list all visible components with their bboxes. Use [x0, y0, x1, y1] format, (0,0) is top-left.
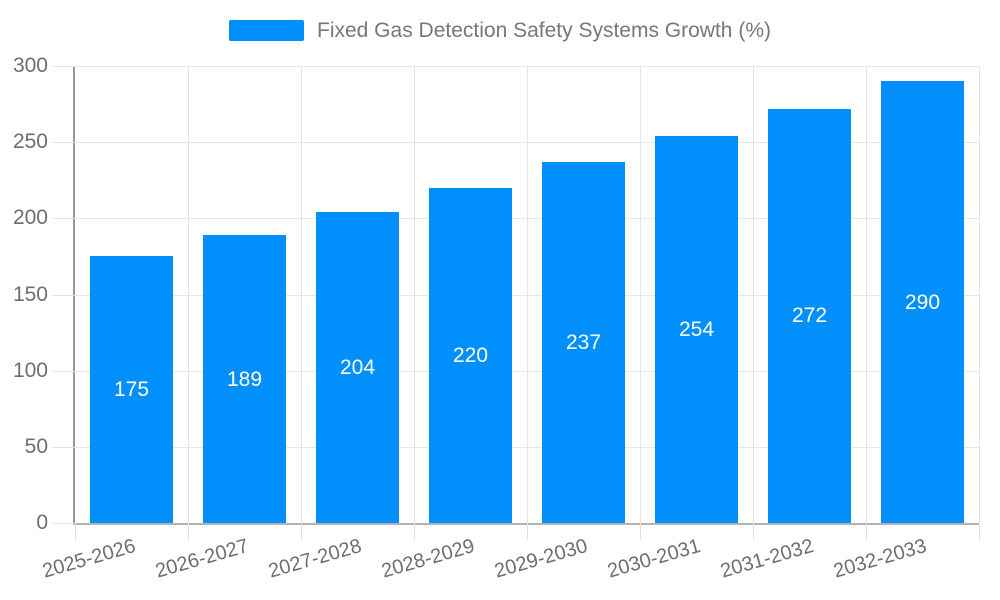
legend-swatch-icon	[229, 20, 304, 42]
y-axis-tick-label: 0	[36, 511, 48, 534]
x-axis-tick	[414, 523, 415, 540]
x-axis-tick	[866, 523, 867, 540]
bar-2025-2026[interactable]: 175	[89, 256, 174, 523]
bar-value-label: 189	[226, 367, 263, 391]
x-axis-tick	[188, 523, 189, 540]
bar-2031-2032[interactable]: 272	[767, 108, 852, 523]
x-axis-tick	[979, 523, 980, 540]
y-axis-tick	[53, 66, 75, 67]
y-axis-tick-label: 50	[24, 434, 48, 458]
y-axis-tick	[53, 142, 75, 144]
bar-value-label: 272	[791, 304, 828, 328]
y-axis-tick	[53, 294, 75, 296]
bar-2032-2033[interactable]: 290	[880, 81, 965, 523]
y-axis-tick-label: 250	[12, 130, 48, 154]
chart-legend[interactable]: Fixed Gas Detection Safety Systems Growt…	[0, 18, 1000, 43]
x-axis-tick	[527, 523, 528, 540]
bar-2029-2030[interactable]: 237	[541, 161, 626, 523]
gridline-vertical	[527, 66, 528, 523]
x-axis-tick	[75, 523, 76, 540]
bar-2028-2029[interactable]: 220	[428, 187, 513, 523]
y-axis-tick	[53, 446, 75, 448]
y-axis-tick	[53, 523, 75, 524]
bar-value-label: 290	[904, 290, 941, 314]
bar-2026-2027[interactable]: 189	[202, 235, 287, 523]
y-axis-tick	[53, 370, 75, 372]
legend-label: Fixed Gas Detection Safety Systems Growt…	[317, 19, 771, 42]
bar-value-label: 204	[339, 356, 376, 380]
y-axis-tick-label: 200	[12, 206, 48, 230]
x-axis-tick	[753, 523, 754, 540]
bar-value-label: 237	[565, 330, 602, 354]
bar-value-label: 175	[113, 378, 150, 402]
gridline-vertical	[753, 66, 754, 523]
bar-2030-2031[interactable]: 254	[654, 136, 739, 523]
plot-area	[73, 66, 979, 525]
y-axis-tick-label: 100	[12, 358, 48, 382]
gridline-vertical	[188, 66, 189, 523]
x-axis-tick	[301, 523, 302, 540]
gridline-vertical	[414, 66, 415, 523]
y-axis-tick	[53, 218, 75, 220]
y-axis-tick-label: 300	[12, 54, 48, 77]
gridline-vertical	[979, 66, 980, 523]
x-axis-tick	[640, 523, 641, 540]
gridline-vertical	[301, 66, 302, 523]
bar-value-label: 254	[678, 318, 715, 342]
gridline-vertical	[866, 66, 867, 523]
y-axis-tick-label: 150	[12, 282, 48, 306]
gridline-vertical	[640, 66, 641, 523]
bar-2027-2028[interactable]: 204	[315, 212, 400, 523]
bar-value-label: 220	[452, 343, 489, 367]
